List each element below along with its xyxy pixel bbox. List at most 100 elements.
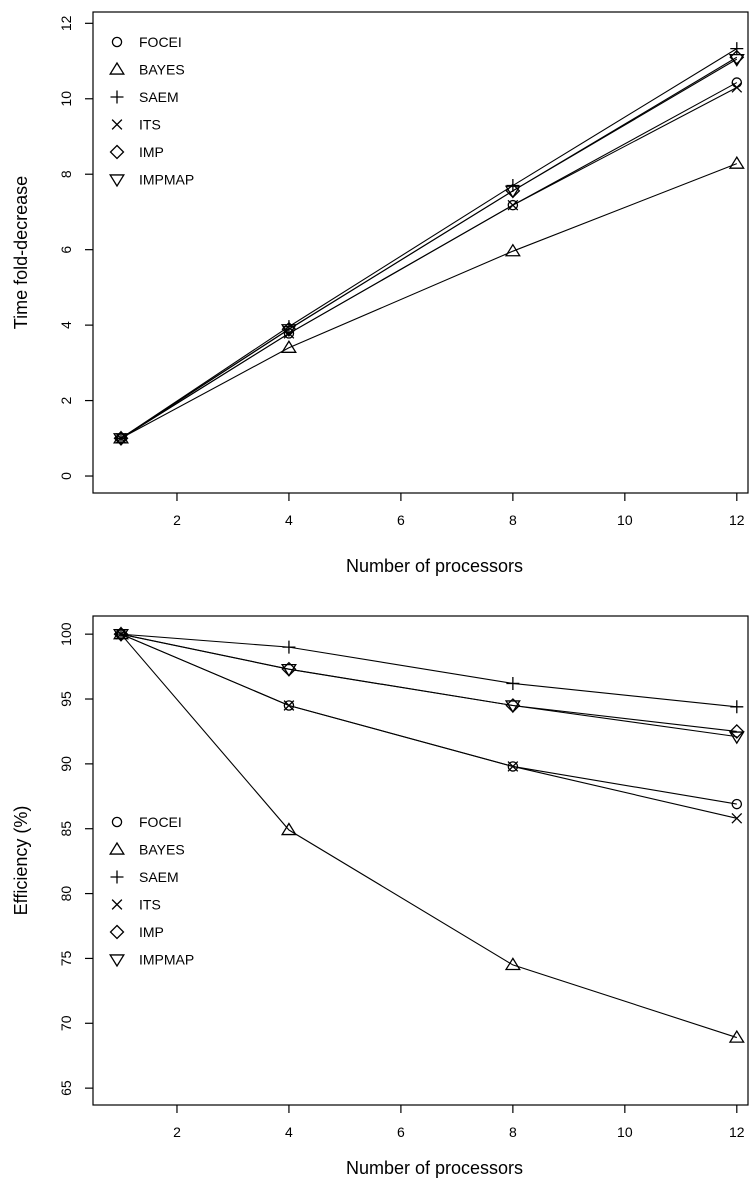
- legend-label: ITS: [139, 117, 161, 133]
- data-point-diamond: [729, 724, 745, 739]
- legend-label: FOCEI: [139, 814, 182, 830]
- series-imp: [113, 49, 745, 446]
- legend-label: SAEM: [139, 89, 179, 105]
- x-tick-label: 6: [397, 1124, 405, 1140]
- legend-marker-cross: [111, 119, 123, 130]
- data-point-plus: [730, 700, 744, 714]
- x-tick-label: 8: [509, 512, 517, 528]
- data-point-triangle-up: [280, 340, 297, 353]
- series-saem: [114, 627, 744, 714]
- data-point-plus: [506, 676, 520, 690]
- y-tick-label: 0: [58, 472, 74, 480]
- y-tick-label: 95: [58, 691, 74, 707]
- series-line: [120, 48, 738, 439]
- data-point-plus: [282, 640, 296, 654]
- legend-label: IMPMAP: [139, 172, 194, 188]
- y-tick-label: 8: [58, 170, 74, 178]
- data-point-triangle-up: [728, 155, 745, 169]
- data-point-cross: [731, 813, 743, 824]
- series-its: [115, 82, 743, 444]
- series-bayes: [113, 626, 745, 1043]
- legend: FOCEI BAYES SAEM ITS IMP IMPMAP: [109, 814, 194, 968]
- y-tick-label: 100: [58, 622, 74, 646]
- data-point-triangle-down: [504, 185, 521, 199]
- y-tick-label: 65: [58, 1080, 74, 1096]
- data-point-circle: [507, 199, 519, 211]
- data-point-triangle-down: [504, 700, 521, 714]
- series-bayes: [113, 155, 745, 444]
- legend-marker-diamond: [109, 144, 125, 160]
- legend-marker-circle: [111, 816, 123, 828]
- y-axis-label: Time fold-decrease: [11, 176, 31, 329]
- data-point-cross: [507, 761, 519, 772]
- legend-label: IMP: [139, 144, 164, 160]
- data-point-triangle-down: [280, 324, 297, 338]
- x-tick-label: 8: [509, 1124, 517, 1140]
- legend-marker-triangle-up: [109, 61, 125, 75]
- series-line: [120, 633, 737, 819]
- x-tick-label: 10: [617, 512, 633, 528]
- x-tick-label: 4: [285, 1124, 293, 1140]
- data-point-triangle-up: [280, 822, 297, 836]
- data-point-plus: [506, 179, 520, 193]
- legend: FOCEI BAYES SAEM ITS IMP IMPMAP: [109, 34, 194, 188]
- legend-marker-diamond: [109, 924, 125, 940]
- legend-label: BAYES: [139, 842, 185, 858]
- series-focei: [115, 77, 743, 444]
- data-point-triangle-up: [504, 243, 521, 257]
- data-point-triangle-down: [728, 731, 745, 745]
- x-tick-label: 12: [729, 512, 745, 528]
- legend-label: SAEM: [139, 869, 179, 885]
- series-line: [120, 633, 737, 738]
- series-line: [120, 86, 738, 439]
- x-tick-label: 12: [729, 1124, 745, 1140]
- y-tick-label: 90: [58, 756, 74, 772]
- series-line: [120, 633, 737, 805]
- y-tick-label: 70: [58, 1015, 74, 1031]
- plot-frame: [92, 615, 749, 1106]
- y-tick-label: 4: [58, 321, 74, 329]
- legend-label: IMPMAP: [139, 952, 194, 968]
- series-imp: [113, 626, 745, 739]
- x-tick-label: 2: [173, 1124, 181, 1140]
- x-tick-label: 10: [617, 1124, 633, 1140]
- data-point-triangle-down: [113, 628, 129, 642]
- y-tick-label: 10: [58, 91, 74, 107]
- data-point-cross: [507, 199, 519, 211]
- data-point-triangle-down: [728, 53, 745, 67]
- series-impmap: [113, 53, 745, 447]
- y-tick-label: 2: [58, 396, 74, 404]
- x-axis-label: Number of processors: [346, 556, 523, 576]
- chart-panel-1: 2 4 6 8 10 12 0 2 4 6 8 10 12 Number of processors Tim…: [11, 11, 749, 576]
- legend-label: BAYES: [139, 62, 185, 78]
- x-tick-label: 4: [285, 512, 293, 528]
- data-point-circle: [731, 798, 743, 810]
- y-axis-label: Efficiency (%): [11, 806, 31, 916]
- legend-marker-plus: [110, 90, 124, 104]
- series-line: [120, 633, 737, 708]
- data-point-triangle-up: [728, 1029, 745, 1043]
- x-tick-label: 6: [397, 512, 405, 528]
- chart-panel-2: 2 4 6 8 10 12 65 70 75 80 85 90 95 100 Number of proce…: [11, 615, 749, 1178]
- series-impmap: [113, 628, 745, 745]
- legend-marker-circle: [111, 36, 123, 48]
- legend-label: IMP: [139, 924, 164, 940]
- series-saem: [114, 42, 744, 445]
- y-tick-label: 12: [58, 15, 74, 31]
- data-point-plus: [730, 42, 744, 56]
- legend-marker-cross: [111, 899, 123, 910]
- legend-marker-triangle-down: [109, 954, 125, 968]
- series-line: [120, 633, 737, 1039]
- data-point-cross: [283, 700, 295, 711]
- series-line: [120, 633, 737, 732]
- data-point-circle: [731, 77, 743, 88]
- data-point-triangle-down: [113, 433, 129, 447]
- series-line: [120, 58, 738, 439]
- series-focei: [115, 628, 743, 810]
- x-tick-label: 2: [173, 512, 181, 528]
- legend-marker-triangle-down: [109, 174, 125, 188]
- data-point-cross: [731, 82, 743, 93]
- legend-label: FOCEI: [139, 34, 182, 50]
- data-point-circle: [283, 700, 295, 711]
